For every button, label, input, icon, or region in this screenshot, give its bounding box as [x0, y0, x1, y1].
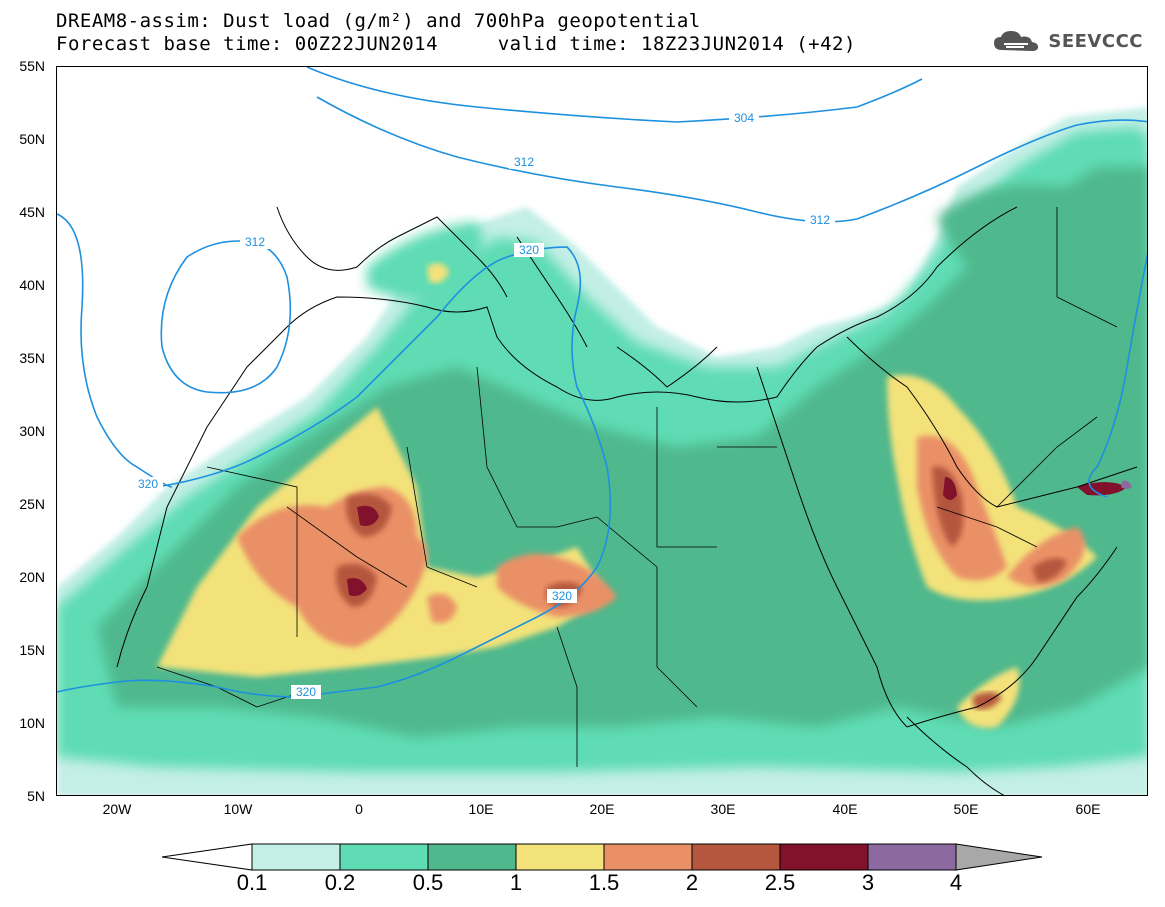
colorbar-swatch-3	[515, 843, 605, 871]
contour-label-320-d: 320	[291, 685, 321, 699]
dust-band-2-arabia	[932, 466, 964, 547]
contour-label-312-c: 312	[240, 235, 270, 249]
dust-band-0-5-east	[937, 185, 1137, 309]
lon-label-60e: 60E	[1075, 801, 1101, 817]
lon-label-30e: 30E	[710, 801, 736, 817]
contour-label-312-b: 312	[805, 213, 835, 227]
contour-312-north	[316, 96, 1147, 223]
dust-band-2-5-arabia	[943, 477, 957, 500]
colorbar-label-1-5: 1.5	[588, 870, 620, 895]
contour-label-320-c: 320	[547, 589, 577, 603]
contour-label-320-b-text: 320	[138, 477, 158, 491]
dust-band-2-5	[357, 505, 379, 526]
contour-304	[306, 67, 923, 123]
lat-label-50n: 50N	[19, 131, 45, 147]
lat-label-30n: 30N	[19, 423, 45, 439]
contour-312-loop	[160, 240, 292, 394]
lon-label-50e: 50E	[953, 801, 979, 817]
lon-label-10e: 10E	[468, 801, 494, 817]
contour-label-312-b-text: 312	[810, 213, 830, 227]
map-title: DREAM8-assim: Dust load (g/m²) and 700hP…	[56, 10, 701, 32]
colorbar	[161, 843, 1043, 871]
colorbar-label-2: 2	[685, 870, 699, 895]
contour-label-320-b: 320	[133, 477, 163, 491]
colorbar-swatch-5	[691, 843, 781, 871]
dust-map-svg: 304 312 312 312 320 320 320 320	[57, 67, 1147, 795]
contour-320-north	[57, 246, 612, 698]
colorbar-label-3: 3	[861, 870, 875, 895]
lat-label-5n: 5N	[27, 788, 45, 804]
colorbar-label-0-1: 0.1	[236, 870, 268, 895]
contour-label-320-d-text: 320	[296, 685, 316, 699]
colorbar-label-0-5: 0.5	[412, 870, 444, 895]
geopotential-contours	[57, 67, 1147, 698]
colorbar-swatch-0	[251, 843, 341, 871]
dust-band-3-gulf	[1121, 480, 1132, 489]
lat-label-25n: 25N	[19, 496, 45, 512]
lon-label-40e: 40E	[832, 801, 858, 817]
colorbar-swatch-1	[339, 843, 429, 871]
contour-label-312-a: 312	[509, 155, 539, 169]
contour-label-320-a-text: 320	[519, 243, 539, 257]
lon-label-10w: 10W	[223, 801, 253, 817]
lat-label-55n: 55N	[19, 58, 45, 74]
dust-band-2-somalia	[972, 692, 1002, 710]
forecast-time-subtitle: Forecast base time: 00Z22JUN2014 valid t…	[56, 33, 856, 55]
lat-label-45n: 45N	[19, 204, 45, 220]
dust-band-1-5-westafrica	[427, 593, 457, 623]
contour-label-320-a: 320	[514, 243, 544, 257]
colorbar-label-2-5: 2.5	[764, 870, 796, 895]
colorbar-high-arrow	[955, 843, 1043, 871]
lat-label-35n: 35N	[19, 350, 45, 366]
lat-label-10n: 10N	[19, 715, 45, 731]
lon-label-0: 0	[355, 801, 363, 817]
colorbar-swatch-6	[779, 843, 869, 871]
borders	[156, 207, 1118, 767]
contour-label-320-c-text: 320	[552, 589, 572, 603]
colorbar-label-0-2: 0.2	[324, 870, 356, 895]
dust-band-1-italy	[427, 263, 449, 284]
cloud-icon	[994, 31, 1039, 51]
seevccc-logo: SEEVCCC	[992, 28, 1143, 54]
colorbar-swatch-2	[427, 843, 517, 871]
dust-band-2-oman	[1032, 558, 1067, 582]
contour-label-304-text: 304	[734, 111, 754, 125]
dust-map: 304 312 312 312 320 320 320 320	[56, 66, 1148, 796]
colorbar-label-1: 1	[509, 870, 523, 895]
coastlines	[116, 206, 1138, 795]
dust-band-0-2-north	[367, 222, 484, 301]
lat-label-20n: 20N	[19, 569, 45, 585]
dust-band-2-5-mali	[347, 578, 367, 597]
lat-label-15n: 15N	[19, 642, 45, 658]
colorbar-label-4: 4	[949, 870, 963, 895]
lon-label-20e: 20E	[589, 801, 615, 817]
dust-band-1-5-oman	[1007, 527, 1085, 587]
contour-label-304: 304	[729, 111, 759, 125]
contour-320-east	[1088, 252, 1147, 498]
lat-label-40n: 40N	[19, 277, 45, 293]
contour-label-312-a-text: 312	[514, 155, 534, 169]
colorbar-swatch-7	[867, 843, 957, 871]
colorbar-swatch-4	[603, 843, 693, 871]
contour-label-312-c-text: 312	[245, 235, 265, 249]
lon-label-20w: 20W	[102, 801, 132, 817]
contour-312-west	[57, 213, 173, 488]
colorbar-low-arrow	[161, 843, 253, 871]
logo-text: SEEVCCC	[1048, 30, 1143, 52]
contour-labels: 304 312 312 312 320 320 320 320	[133, 111, 835, 699]
